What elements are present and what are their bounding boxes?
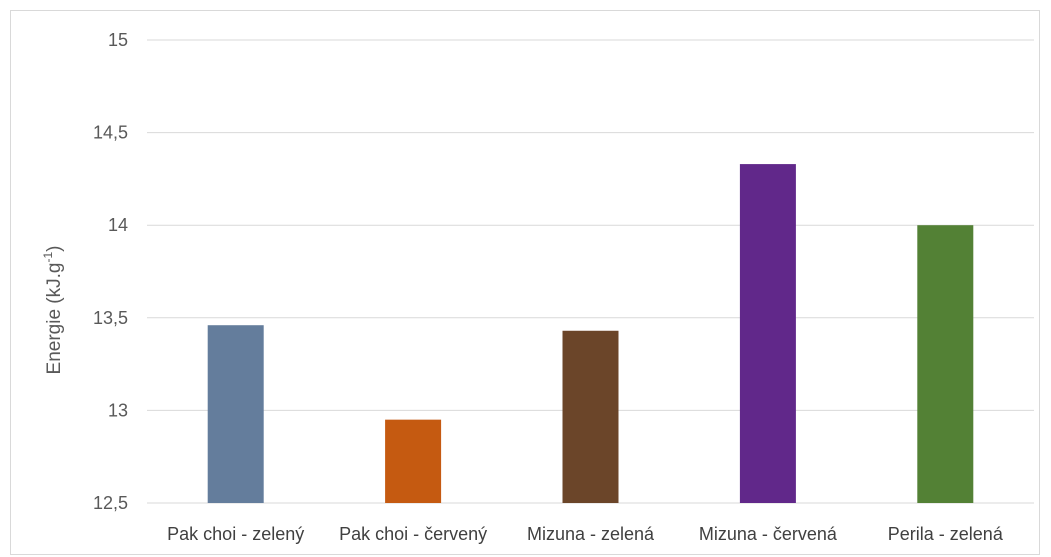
y-tick-label: 13: [108, 400, 128, 420]
bar: [207, 325, 264, 503]
y-axis-label-suffix: ): [44, 246, 65, 252]
y-axis-label-main: Energie (kJ.g: [44, 263, 65, 375]
y-tick-label: 12,5: [93, 493, 128, 513]
y-axis-label: Energie (kJ.g-1): [41, 246, 65, 375]
y-tick-label: 14: [108, 215, 128, 235]
y-axis-ticks: 12,5 13 13,5 14 14,5 15: [93, 30, 128, 513]
bar: [562, 330, 619, 503]
bar: [385, 419, 442, 503]
bars: [207, 164, 974, 504]
x-category-label: Pak choi - červený: [339, 524, 487, 544]
chart-frame: [10, 10, 1040, 555]
y-tick-label: 14,5: [93, 123, 128, 143]
bar: [739, 164, 796, 504]
y-axis-label-superscript: -1: [41, 252, 55, 263]
x-category-label: Mizuna - červená: [699, 524, 838, 544]
x-category-label: Pak choi - zelený: [167, 524, 304, 544]
gridlines: [147, 39, 1034, 504]
x-category-label: Perila - zelená: [888, 524, 1004, 544]
y-tick-label: 13,5: [93, 308, 128, 328]
x-category-label: Mizuna - zelená: [527, 524, 655, 544]
x-axis-categories: Pak choi - zelený Pak choi - červený Mizun…: [167, 524, 1004, 544]
bar: [917, 225, 974, 503]
y-tick-label: 15: [108, 30, 128, 50]
